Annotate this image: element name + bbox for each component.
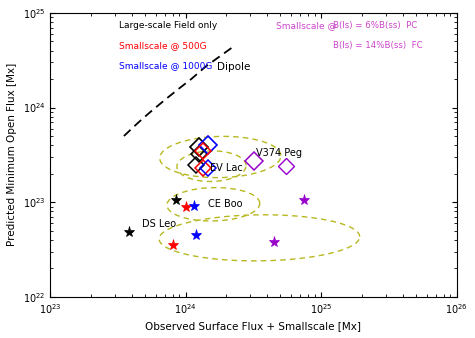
Text: EV Lac: EV Lac	[209, 163, 242, 173]
Text: V374 Peg: V374 Peg	[256, 148, 302, 158]
Y-axis label: Predicted Minimum Open Flux [Mx]: Predicted Minimum Open Flux [Mx]	[7, 63, 17, 246]
Text: B(ls) = 14%B(ss)  FC: B(ls) = 14%B(ss) FC	[332, 41, 422, 50]
Text: B(ls) = 6%B(ss)  PC: B(ls) = 6%B(ss) PC	[332, 21, 417, 30]
Text: DS Leo: DS Leo	[142, 219, 177, 229]
Text: CE Boo: CE Boo	[208, 199, 242, 210]
Text: Smallscale @: Smallscale @	[276, 21, 336, 30]
Text: Large-scale Field only: Large-scale Field only	[119, 21, 218, 30]
Text: Smallscale @ 500G: Smallscale @ 500G	[119, 41, 207, 50]
X-axis label: Observed Surface Flux + Smallscale [Mx]: Observed Surface Flux + Smallscale [Mx]	[145, 321, 361, 331]
Text: Dipole: Dipole	[217, 62, 250, 72]
Text: Smallscale @ 1000G: Smallscale @ 1000G	[119, 61, 213, 70]
